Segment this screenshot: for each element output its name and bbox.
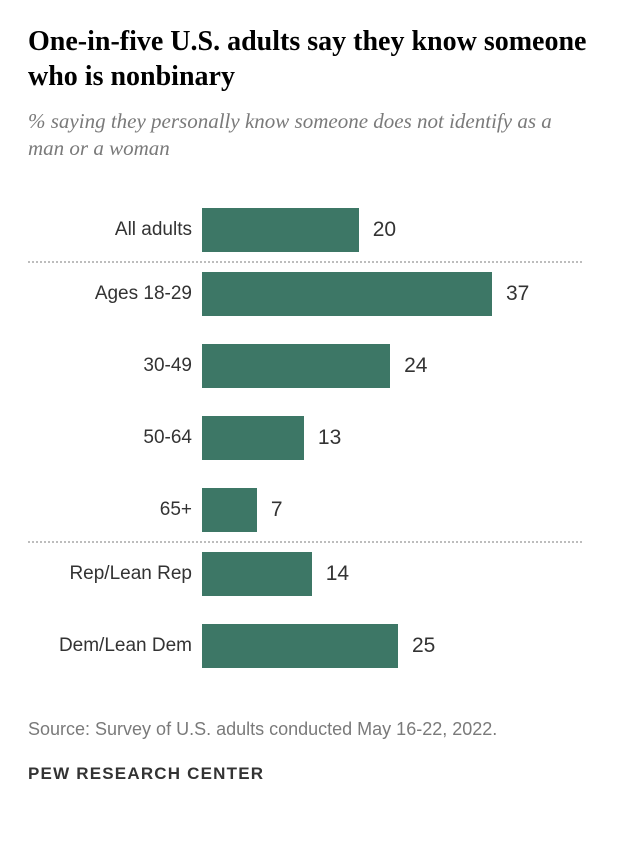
bar (202, 272, 492, 316)
bar (202, 344, 390, 388)
bar (202, 488, 257, 532)
bar (202, 552, 312, 596)
bar-row: 50-64 13 (28, 411, 582, 465)
chart-subtitle: % saying they personally know someone do… (28, 108, 592, 163)
bar (202, 416, 304, 460)
bar-label: 65+ (28, 499, 202, 521)
bar-value: 7 (271, 498, 283, 522)
bar (202, 208, 359, 252)
bar-label: Dem/Lean Dem (28, 635, 202, 657)
bar-value: 13 (318, 426, 341, 450)
attribution: PEW RESEARCH CENTER (28, 764, 592, 784)
bar-label: 50-64 (28, 427, 202, 449)
bar-row: 65+ 7 (28, 483, 582, 537)
chart-title: One-in-five U.S. adults say they know so… (28, 24, 592, 94)
bar (202, 624, 398, 668)
bar-value: 37 (506, 282, 529, 306)
bar-label: Rep/Lean Rep (28, 563, 202, 585)
bar-value: 14 (326, 562, 349, 586)
bar-row: Rep/Lean Rep 14 (28, 547, 582, 601)
bar-row: 30-49 24 (28, 339, 582, 393)
bar-label: Ages 18-29 (28, 283, 202, 305)
bar-label: All adults (28, 219, 202, 241)
bar-value: 24 (404, 354, 427, 378)
bar-value: 25 (412, 634, 435, 658)
bar-row: Ages 18-29 37 (28, 267, 582, 321)
bar-row: All adults 20 (28, 203, 582, 257)
group-divider (28, 541, 582, 543)
bar-chart: All adults 20 Ages 18-29 37 30-49 24 50-64 13 65… (28, 203, 592, 673)
bar-row: Dem/Lean Dem 25 (28, 619, 582, 673)
source-note: Source: Survey of U.S. adults conducted … (28, 719, 592, 740)
group-divider (28, 261, 582, 263)
bar-label: 30-49 (28, 355, 202, 377)
bar-value: 20 (373, 218, 396, 242)
